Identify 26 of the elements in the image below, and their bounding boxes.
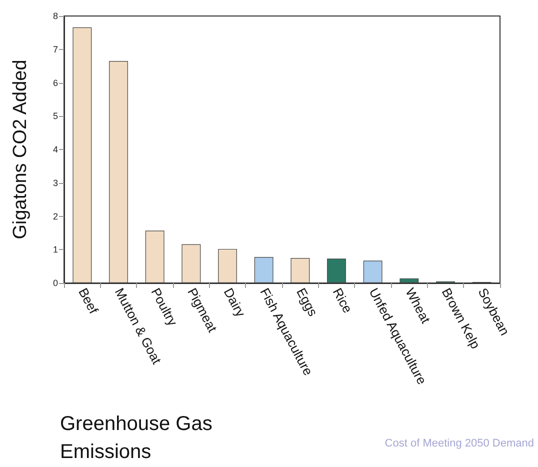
x-tick-label: Eggs	[294, 285, 321, 320]
bar	[327, 258, 346, 283]
y-axis-title: Gigatons CO2 Added	[10, 60, 31, 240]
y-tick-label: 7	[52, 44, 58, 54]
bar	[400, 278, 419, 283]
bar	[254, 256, 274, 283]
bar	[72, 27, 92, 283]
y-tick-label: 4	[52, 144, 58, 154]
y-tick-label: 5	[52, 111, 58, 122]
y-tick-label: 3	[52, 178, 58, 188]
text: Cost of Meeting 2050 Demand	[384, 438, 534, 450]
y-tick-label: 2	[52, 211, 58, 222]
y-tick-label: 0	[52, 278, 58, 288]
y-tick-label: 1	[52, 244, 58, 255]
bar	[109, 61, 128, 283]
text: Greenhouse Gas Emissions	[60, 413, 218, 463]
bar	[145, 230, 164, 283]
x-tick-label: Dairy	[220, 285, 249, 320]
bar	[182, 244, 201, 283]
bar	[363, 260, 382, 283]
y-tick-label: 6	[52, 78, 58, 88]
bar	[218, 248, 237, 283]
bar	[290, 258, 310, 283]
x-tick-label: Beef	[76, 285, 102, 316]
y-tick-label: 8	[52, 11, 58, 21]
x-tick-label: Rice	[330, 285, 356, 316]
